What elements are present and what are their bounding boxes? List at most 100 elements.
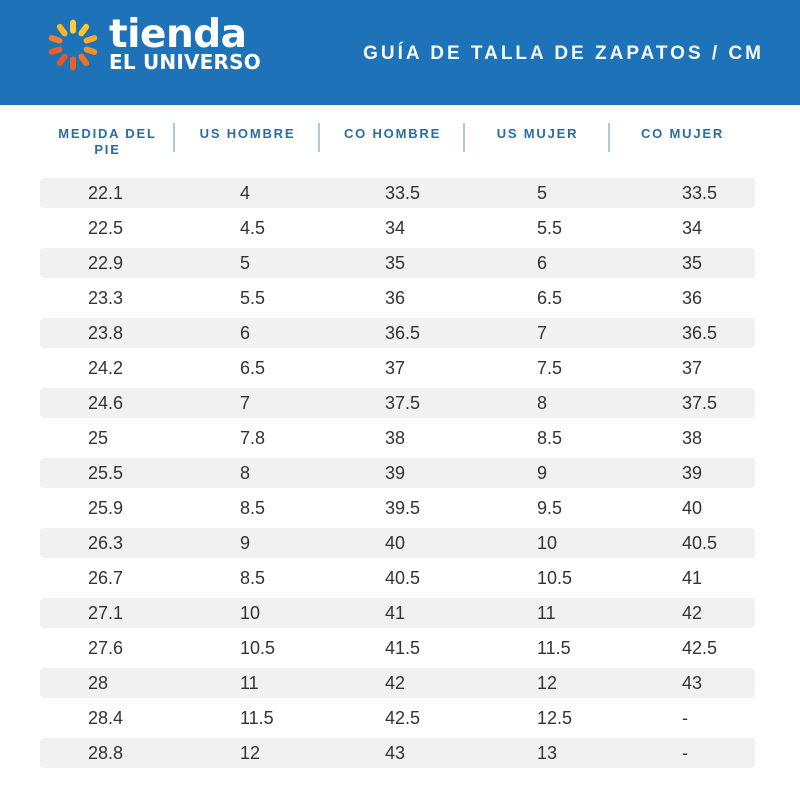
table-cell: 39: [682, 462, 703, 483]
table-cell: 41: [385, 602, 406, 623]
table-cell: 25.9: [88, 497, 124, 518]
table-cell: 8: [240, 462, 251, 483]
table-cell: 24.6: [88, 392, 124, 413]
table-cell: 28: [88, 672, 109, 693]
table-cell: 35: [682, 252, 703, 273]
table-cell: 25.5: [88, 462, 124, 483]
table-cell: 5: [537, 182, 548, 203]
table-cell: 5: [240, 252, 251, 273]
table-cell: 6: [240, 322, 251, 343]
table-cell: 28.4: [88, 707, 124, 728]
table-cell: 12: [537, 672, 558, 693]
table-cell: 22.5: [88, 217, 124, 238]
table-cell: 11: [537, 602, 556, 623]
table-row: 25.9 8.5 39.5 9.5 40: [40, 493, 755, 523]
brand-name-line1: tienda: [109, 11, 247, 57]
table-row: 26.7 8.5 40.5 10.5 41: [40, 563, 755, 593]
table-row: 26.3 9 40 10 40.5: [40, 528, 755, 558]
table-cell: 36.5: [385, 322, 421, 343]
table-cell: 27.1: [88, 602, 124, 623]
table-cell: 41.5: [385, 637, 421, 658]
table-cell: 9.5: [537, 497, 563, 518]
table-cell: 8.5: [240, 567, 266, 588]
table-row: 24.2 6.5 37 7.5 37: [40, 353, 755, 383]
table-cell: 28.8: [88, 742, 124, 763]
column-header: CO HOMBRE: [320, 122, 465, 178]
table-row: 28.8 12 43 13 -: [40, 738, 755, 768]
table-cell: 6: [537, 252, 548, 273]
column-header: US HOMBRE: [175, 122, 320, 178]
table-cell: 43: [385, 742, 406, 763]
table-row: 25 7.8 38 8.5 38: [40, 423, 755, 453]
table-cell: -: [682, 742, 688, 763]
table-header-row: MEDIDA DEL PIE US HOMBRE CO HOMBRE US MUJER…: [40, 105, 755, 178]
table-row: 23.8 6 36.5 7 36.5: [40, 318, 755, 348]
table-cell: 23.3: [88, 287, 124, 308]
table-cell: 43: [682, 672, 703, 693]
brand-header: tienda EL UNIVERSO GUÍA DE TALLA DE ZAPA…: [0, 0, 800, 105]
table-cell: 41: [682, 567, 703, 588]
table-cell: 37: [682, 357, 703, 378]
table-cell: 39.5: [385, 497, 421, 518]
table-cell: 42: [385, 672, 406, 693]
table-cell: 8.5: [240, 497, 266, 518]
table-cell: 42.5: [682, 637, 718, 658]
table-cell: 6.5: [537, 287, 563, 308]
table-cell: 26.7: [88, 567, 124, 588]
table-row: 22.5 4.5 34 5.5 34: [40, 213, 755, 243]
table-cell: 10.5: [240, 637, 276, 658]
table-cell: 10: [240, 602, 261, 623]
table-cell: 11.5: [240, 707, 274, 728]
table-cell: 13: [537, 742, 558, 763]
column-header: US MUJER: [465, 122, 610, 178]
table-cell: 11.5: [537, 637, 571, 658]
table-cell: 12: [240, 742, 261, 763]
table-cell: 6.5: [240, 357, 266, 378]
table-cell: 10.5: [537, 567, 573, 588]
table-cell: 5.5: [240, 287, 266, 308]
table-cell: 37: [385, 357, 406, 378]
brand-name: tienda EL UNIVERSO: [109, 11, 261, 75]
table-row: 25.5 8 39 9 39: [40, 458, 755, 488]
table-cell: 36: [682, 287, 703, 308]
table-cell: 40: [682, 497, 703, 518]
table-cell: 22.9: [88, 252, 124, 273]
table-cell: 8: [537, 392, 548, 413]
table-cell: 25: [88, 427, 109, 448]
table-cell: 33.5: [385, 182, 421, 203]
table-cell: 34: [385, 217, 406, 238]
table-cell: 37.5: [385, 392, 421, 413]
table-cell: 40: [385, 532, 406, 553]
column-header: MEDIDA DEL PIE: [40, 122, 175, 178]
table-cell: 35: [385, 252, 406, 273]
table-cell: -: [682, 707, 688, 728]
column-header: CO MUJER: [640, 126, 725, 141]
table-row: 22.1 4 33.5 5 33.5: [40, 178, 755, 208]
table-row: 23.3 5.5 36 6.5 36: [40, 283, 755, 313]
table-cell: 9: [537, 462, 548, 483]
table-cell: 7: [537, 322, 548, 343]
size-table: MEDIDA DEL PIE US HOMBRE CO HOMBRE US MUJER…: [40, 105, 755, 768]
table-row: 28 11 42 12 43: [40, 668, 755, 698]
table-cell: 22.1: [88, 182, 124, 203]
table-cell: 5.5: [537, 217, 563, 238]
brand-name-line2: EL UNIVERSO: [109, 50, 261, 75]
table-cell: 27.6: [88, 637, 124, 658]
table-cell: 36.5: [682, 322, 718, 343]
table-row: 28.4 11.5 42.5 12.5 -: [40, 703, 755, 733]
table-cell: 10: [537, 532, 558, 553]
page-title: GUÍA DE TALLA DE ZAPATOS / CM: [363, 43, 764, 64]
table-cell: 37.5: [682, 392, 718, 413]
table-cell: 9: [240, 532, 251, 553]
size-table-body: 22.1 4 33.5 5 33.5 22.5 4.5 34 5.5 34 22.9 5 35 6 35 23…: [40, 178, 755, 768]
table-row: 22.9 5 35 6 35: [40, 248, 755, 278]
table-row: 24.6 7 37.5 8 37.5: [40, 388, 755, 418]
table-cell: 40.5: [682, 532, 718, 553]
table-cell: 8.5: [537, 427, 563, 448]
table-row: 27.6 10.5 41.5 11.5 42.5: [40, 633, 755, 663]
table-cell: 36: [385, 287, 406, 308]
table-cell: 38: [682, 427, 703, 448]
table-cell: 39: [385, 462, 406, 483]
table-cell: 11: [240, 672, 259, 693]
sunburst-logo-icon: [48, 19, 98, 71]
